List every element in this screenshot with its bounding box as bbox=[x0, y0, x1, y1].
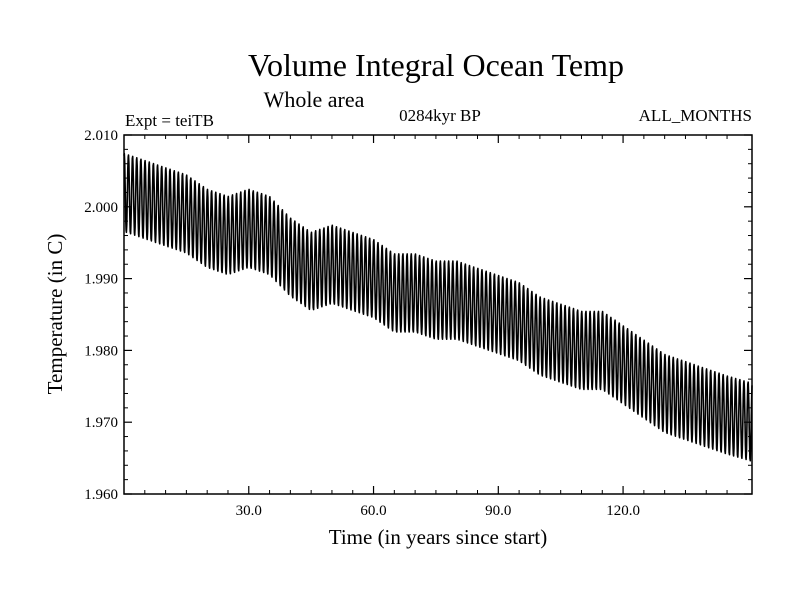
chart-title: Volume Integral Ocean Temp bbox=[248, 47, 624, 83]
experiment-label: Expt = teiTB bbox=[125, 111, 214, 130]
y-tick-label: 1.960 bbox=[84, 487, 118, 503]
months-label: ALL_MONTHS bbox=[639, 106, 752, 125]
y-tick-label: 1.980 bbox=[84, 343, 118, 359]
y-axis-ticks: 1.960 1.970 1.980 1.990 2.000 2.010 bbox=[84, 128, 752, 503]
y-tick-label: 2.010 bbox=[84, 128, 118, 144]
plot-area: 30.0 60.0 90.0 120.0 1.960 1.970 1.980 1.990 2.… bbox=[84, 128, 753, 519]
y-tick-label: 1.970 bbox=[84, 415, 118, 431]
period-label: 0284kyr BP bbox=[399, 106, 481, 125]
series-layer bbox=[123, 152, 753, 462]
x-axis-label: Time (in years since start) bbox=[329, 525, 548, 549]
x-tick-label: 60.0 bbox=[360, 503, 386, 519]
plot-frame bbox=[123, 134, 753, 495]
chart-subtitle: Whole area bbox=[264, 87, 365, 112]
x-tick-label: 30.0 bbox=[236, 503, 262, 519]
y-tick-label: 1.990 bbox=[84, 272, 118, 288]
y-axis-label: Temperature (in C) bbox=[43, 234, 67, 395]
y-tick-label: 2.000 bbox=[84, 200, 118, 216]
x-tick-label: 90.0 bbox=[485, 503, 511, 519]
series-line-0 bbox=[123, 152, 753, 462]
x-axis-ticks: 30.0 60.0 90.0 120.0 bbox=[144, 135, 728, 519]
x-tick-label: 120.0 bbox=[606, 503, 640, 519]
